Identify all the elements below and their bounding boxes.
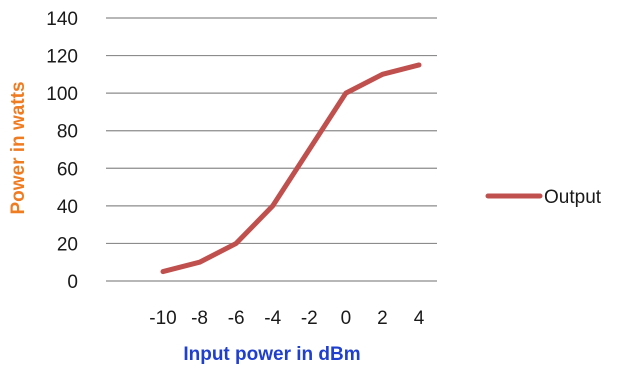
- y-tick-label: 20: [57, 234, 78, 255]
- y-axis-label: Power in watts: [8, 81, 29, 214]
- x-tick-label: 4: [414, 308, 425, 329]
- series-lines: [160, 62, 422, 275]
- y-axis-tick-labels: 0 20 40 60 80 100 120 140: [46, 9, 78, 293]
- x-tick-label: 2: [377, 308, 388, 329]
- x-tick-label: -8: [191, 308, 208, 329]
- x-axis-tick-labels: -10 -8 -6 -4 -2 0 2 4: [149, 308, 424, 329]
- y-tick-label: 140: [46, 9, 78, 30]
- gridlines: [106, 17, 437, 282]
- y-tick-label: 120: [46, 47, 78, 68]
- x-axis-label: Input power in dBm: [183, 344, 360, 365]
- y-tick-label: 40: [57, 197, 78, 218]
- y-tick-label: 100: [46, 84, 78, 105]
- x-tick-label: -4: [264, 308, 281, 329]
- x-tick-label: -6: [228, 308, 245, 329]
- y-tick-label: 60: [57, 159, 78, 180]
- x-tick-label: 0: [341, 308, 352, 329]
- legend-label-output: Output: [544, 187, 602, 208]
- x-tick-label: -2: [301, 308, 318, 329]
- legend: Output: [485, 187, 602, 208]
- y-tick-label: 0: [67, 272, 78, 293]
- y-tick-label: 80: [57, 122, 78, 143]
- series-line-output: [160, 62, 422, 275]
- x-tick-label: -10: [149, 308, 176, 329]
